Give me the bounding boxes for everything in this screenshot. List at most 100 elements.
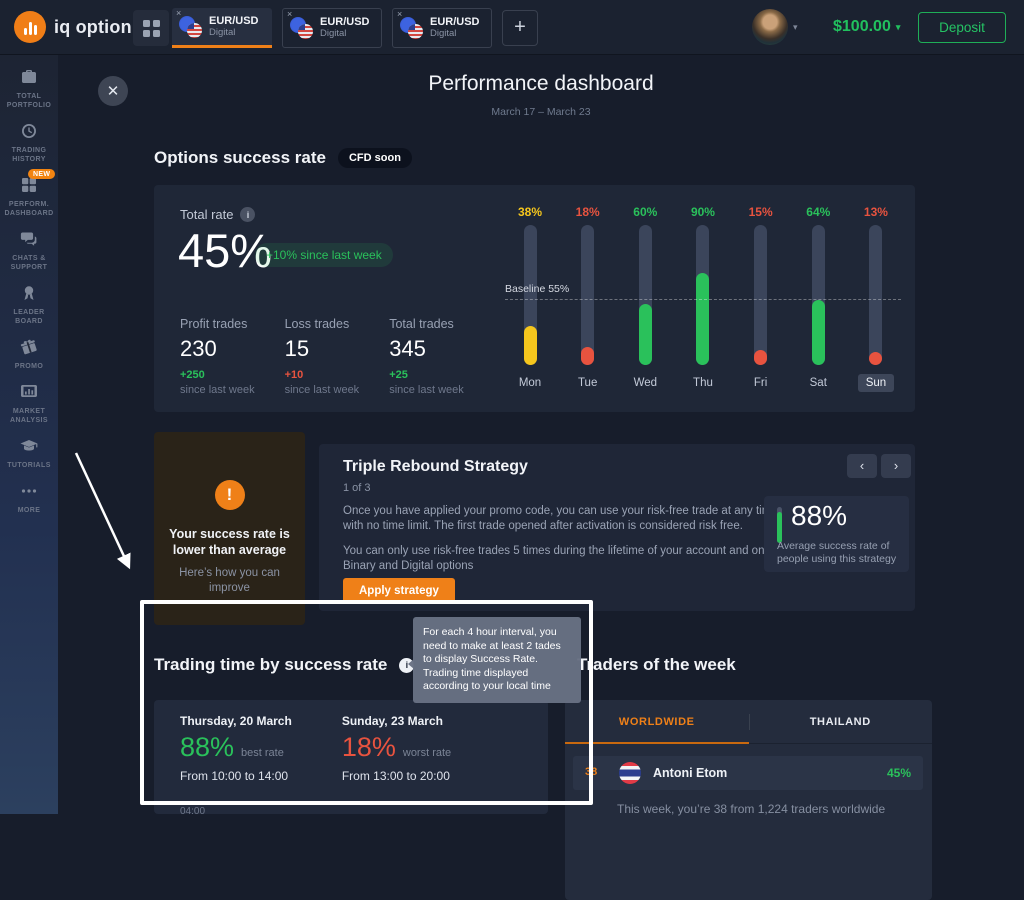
warning-title: Your success rate is lower than average — [169, 527, 290, 557]
sidebar-item-more[interactable]: MORE — [0, 481, 58, 515]
chat-icon — [19, 229, 39, 249]
chevron-right-icon: › — [893, 458, 899, 473]
traders-of-week-heading: Traders of the week — [577, 655, 736, 675]
deposit-button[interactable]: Deposit — [918, 12, 1006, 43]
bar-track[interactable] — [638, 225, 652, 365]
sidebar-item-promo[interactable]: PROMO — [0, 337, 58, 371]
asset-tab-1[interactable]: × EUR/USD Digital — [172, 8, 272, 48]
bar-day-label: Fri — [753, 377, 768, 389]
chart-column-wed: 60% Wed — [620, 205, 670, 392]
close-dashboard-button[interactable]: ✕ — [98, 76, 128, 106]
slot-rate-note: worst rate — [402, 747, 452, 759]
sidebar-item-chats-support[interactable]: CHATS & SUPPORT — [0, 229, 58, 272]
sidebar-item-leader-board[interactable]: LEADER BOARD — [0, 283, 58, 326]
slot-date: Thursday, 20 March — [180, 714, 292, 728]
warning-subtitle: Here’s how you can improve — [179, 567, 280, 594]
date-range: March 17 – March 23 — [491, 106, 591, 118]
bar-track[interactable] — [754, 225, 768, 365]
stat-change: +25 — [389, 369, 408, 381]
sidebar: TOTAL PORTFOLIO TRADING HISTORY NEW PERFORM… — [0, 55, 58, 814]
trader-row[interactable]: 38 Antoni Etom 45% — [573, 756, 923, 790]
bar-day-label: Wed — [633, 377, 658, 389]
app-logo[interactable]: iq option — [14, 11, 132, 43]
balance-menu[interactable]: $100.00 ▾ — [833, 18, 900, 36]
trading-time-card: Thursday, 20 March 88% best rate From 10:00… — [154, 700, 548, 814]
gift-icon — [19, 337, 39, 357]
stat-label: Profit trades — [180, 317, 248, 331]
asset-tab-2[interactable]: × EUR/USD Digital — [282, 8, 382, 48]
traders-footer: This week, you’re 38 from 1,224 traders … — [617, 802, 886, 816]
apply-strategy-button[interactable]: Apply strategy — [343, 578, 455, 604]
traders-tab-thailand[interactable]: THAILAND — [748, 700, 933, 743]
change-badge: +10% since last week — [255, 243, 393, 267]
asset-tab-3[interactable]: × EUR/USD Digital — [392, 8, 492, 48]
eurusd-flags-icon — [400, 15, 426, 41]
slot-rate: 18% — [341, 732, 396, 762]
sidebar-item-market-analysis[interactable]: MARKET ANALYSIS — [0, 382, 58, 425]
tab-asset-type: Digital — [320, 28, 347, 39]
bar-value-label: 38% — [517, 205, 543, 219]
baseline-label: Baseline 55% — [505, 283, 570, 295]
strategy-paragraph: You can only use risk-free trades 5 time… — [343, 545, 789, 572]
bar-fill — [581, 347, 595, 365]
gauge-bar-icon — [777, 507, 782, 543]
options-success-rate-heading: Options success rate CFD soon — [154, 148, 412, 168]
slot-rate-row: 18% worst rate — [342, 732, 451, 763]
slot-date: Sunday, 23 March — [341, 714, 443, 728]
bar-track[interactable] — [869, 225, 883, 365]
add-asset-button[interactable]: + — [502, 10, 538, 46]
stats-row: Profit trades 230 +250 since last week Loss … — [180, 317, 464, 396]
traders-panel: WORLDWIDE THAILAND 38 Antoni Etom 45% Thi… — [565, 700, 932, 900]
bar-day-label: Sat — [809, 377, 827, 389]
average-rate-caption: Average success rate of people using thi… — [777, 540, 897, 565]
briefcase-icon — [19, 67, 39, 87]
tab-text: EUR/USD Digital — [430, 16, 480, 40]
clock-icon — [19, 121, 39, 141]
market-icon — [19, 382, 39, 402]
sidebar-item-tutorials[interactable]: TUTORIALS — [0, 436, 58, 470]
trading-time-slot: Sunday, 23 March 18% worst rate From 13:00 … — [342, 714, 451, 814]
total-rate-label-row: Total rate i — [180, 207, 256, 222]
close-tab-icon[interactable]: × — [397, 9, 403, 19]
sidebar-item-label: CHATS & SUPPORT — [10, 255, 48, 271]
bar-fill — [754, 350, 768, 365]
sidebar-item-label: MORE — [17, 507, 41, 514]
bar-fill — [869, 352, 883, 365]
stat-caption: since last week — [284, 384, 360, 396]
next-strategy-button[interactable]: › — [881, 454, 911, 478]
sidebar-item-total-portfolio[interactable]: TOTAL PORTFOLIO — [0, 67, 58, 110]
bar-track[interactable] — [523, 225, 537, 365]
sidebar-item-label: TRADING HISTORY — [11, 147, 47, 163]
total-rate-label: Total rate — [180, 207, 234, 222]
chart-column-fri: 15% Fri — [736, 205, 786, 392]
prev-strategy-button[interactable]: ‹ — [847, 454, 877, 478]
us-flag-icon — [408, 24, 423, 39]
tooltip-line: Trading time displayed according to your… — [423, 666, 551, 693]
topbar: iq option × EUR/USD Digital × EUR/USD Digital… — [0, 0, 1024, 55]
dots-icon — [19, 481, 39, 501]
bar-track[interactable] — [581, 225, 595, 365]
close-tab-icon[interactable]: × — [176, 8, 182, 18]
account-menu[interactable]: ▾ — [752, 9, 798, 45]
balance-amount: $100.00 — [833, 18, 891, 35]
trader-rate: 45% — [886, 766, 911, 780]
asset-menu-button[interactable] — [133, 10, 169, 46]
bar-track[interactable] — [811, 225, 825, 365]
close-tab-icon[interactable]: × — [287, 9, 293, 19]
trading-time-heading: Trading time by success rate i — [154, 655, 415, 675]
bar-day-label: Sun — [857, 374, 895, 392]
bar-fill — [696, 273, 710, 365]
bar-track[interactable] — [696, 225, 710, 365]
trading-time-slot: Thursday, 20 March 88% best rate From 10:00… — [180, 714, 292, 814]
bar-value-label: 15% — [748, 205, 773, 219]
sidebar-item-perform-dashboard[interactable]: NEW PERFORM. DASHBOARD — [0, 169, 58, 218]
us-flag-icon — [298, 24, 313, 39]
total-rate-value: 45% — [178, 224, 273, 277]
traders-tab-worldwide[interactable]: WORLDWIDE — [565, 700, 749, 744]
slot-rate-note: best rate — [241, 747, 284, 759]
chart-column-mon: 38% Mon — [505, 205, 555, 392]
sidebar-item-trading-history[interactable]: TRADING HISTORY — [0, 121, 58, 164]
stat-change: +250 — [180, 369, 205, 381]
bar-value-label: 60% — [633, 205, 658, 219]
info-icon[interactable]: i — [240, 207, 256, 222]
